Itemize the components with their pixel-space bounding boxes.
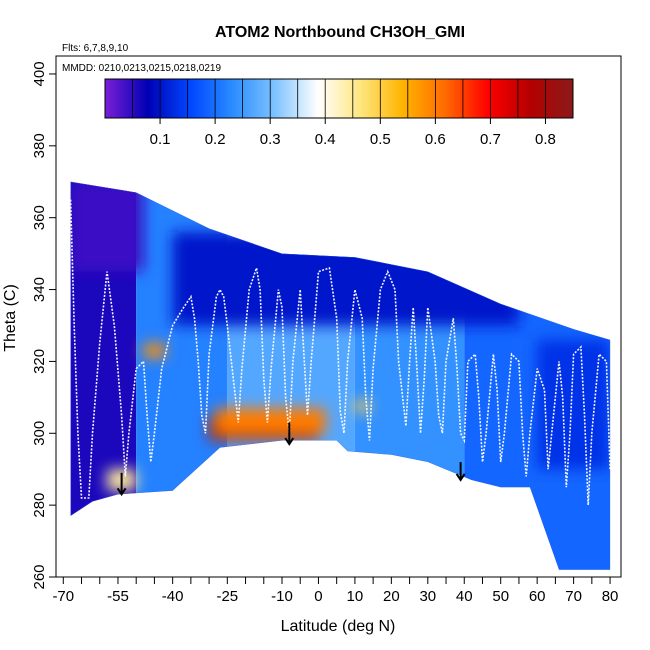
colorbar-tick-label: 0.8 (535, 131, 556, 148)
domain-outline (70, 181, 611, 570)
colorbar-tick-label: 0.6 (425, 131, 446, 148)
x-tick-label: 50 (492, 588, 509, 605)
x-axis-title: Latitude (deg N) (281, 618, 396, 635)
y-tick-label: 340 (31, 277, 48, 302)
x-tick-label: 10 (347, 588, 364, 605)
y-tick-label: 260 (31, 564, 48, 589)
colorbar-gradient (104, 78, 574, 119)
arrow-head (116, 487, 127, 497)
arrow-head (455, 473, 466, 482)
x-tick-label: -25 (216, 588, 238, 605)
colorbar-tick-label: 0.2 (205, 131, 226, 148)
flights-note: Flts: 6,7,8,9,10 (62, 43, 129, 54)
colorbar-tick-label: 0.5 (370, 131, 391, 148)
colorbar-tick-label: 0.3 (260, 131, 281, 148)
x-tick-label: -40 (162, 588, 184, 605)
arrow-2 (455, 462, 466, 482)
y-tick-label: 400 (31, 61, 48, 86)
feature-5 (70, 181, 144, 272)
x-tick-label: -10 (271, 588, 293, 605)
flight-track-layer (69, 199, 611, 506)
arrow-layer (116, 422, 466, 497)
y-tick-label: 360 (31, 205, 48, 230)
x-tick-label: 0 (314, 588, 322, 605)
y-axis: 260 280 300 320 340 360 380 400 (31, 61, 56, 590)
colorbar-tick-label: 0.7 (480, 131, 501, 148)
y-tick-label: 300 (31, 421, 48, 446)
x-tick-label: 80 (602, 588, 619, 605)
y-tick-label: 280 (31, 493, 48, 518)
feature-1 (216, 408, 326, 434)
colorbar: 0.1 0.2 0.3 0.4 0.5 0.6 0.7 0.8 (104, 78, 574, 148)
colorbar-tick-label: 0.1 (150, 131, 171, 148)
feature-6 (172, 232, 519, 326)
x-tick-label: 40 (456, 588, 473, 605)
y-axis-title: Theta (C) (2, 284, 19, 352)
plot-frame (55, 55, 622, 578)
flight-track (69, 199, 611, 506)
x-tick-label: 30 (419, 588, 436, 605)
y-tick-label: 380 (31, 133, 48, 158)
feature-3 (354, 400, 370, 412)
arrow-head (284, 437, 295, 446)
x-tick-label: 70 (565, 588, 582, 605)
x-tick-label: 20 (383, 588, 400, 605)
x-tick-label: -70 (52, 588, 74, 605)
dates-note: MMDD: 0210,0213,0215,0218,0219 (62, 63, 221, 74)
colorbar-tick-label: 0.4 (315, 131, 336, 148)
feature-2 (143, 343, 166, 358)
background-band-0 (70, 181, 137, 570)
x-axis: -70 -55 -40 -25 -10 0 10 20 30 40 50 60 70 80 (52, 577, 618, 605)
arrow-1 (284, 422, 295, 446)
y-tick-label: 320 (31, 349, 48, 374)
x-tick-label: 60 (529, 588, 546, 605)
chart-title: ATOM2 Northbound CH3OH_GMI (215, 24, 465, 41)
x-tick-label: -55 (107, 588, 129, 605)
arrow-0 (116, 472, 127, 497)
